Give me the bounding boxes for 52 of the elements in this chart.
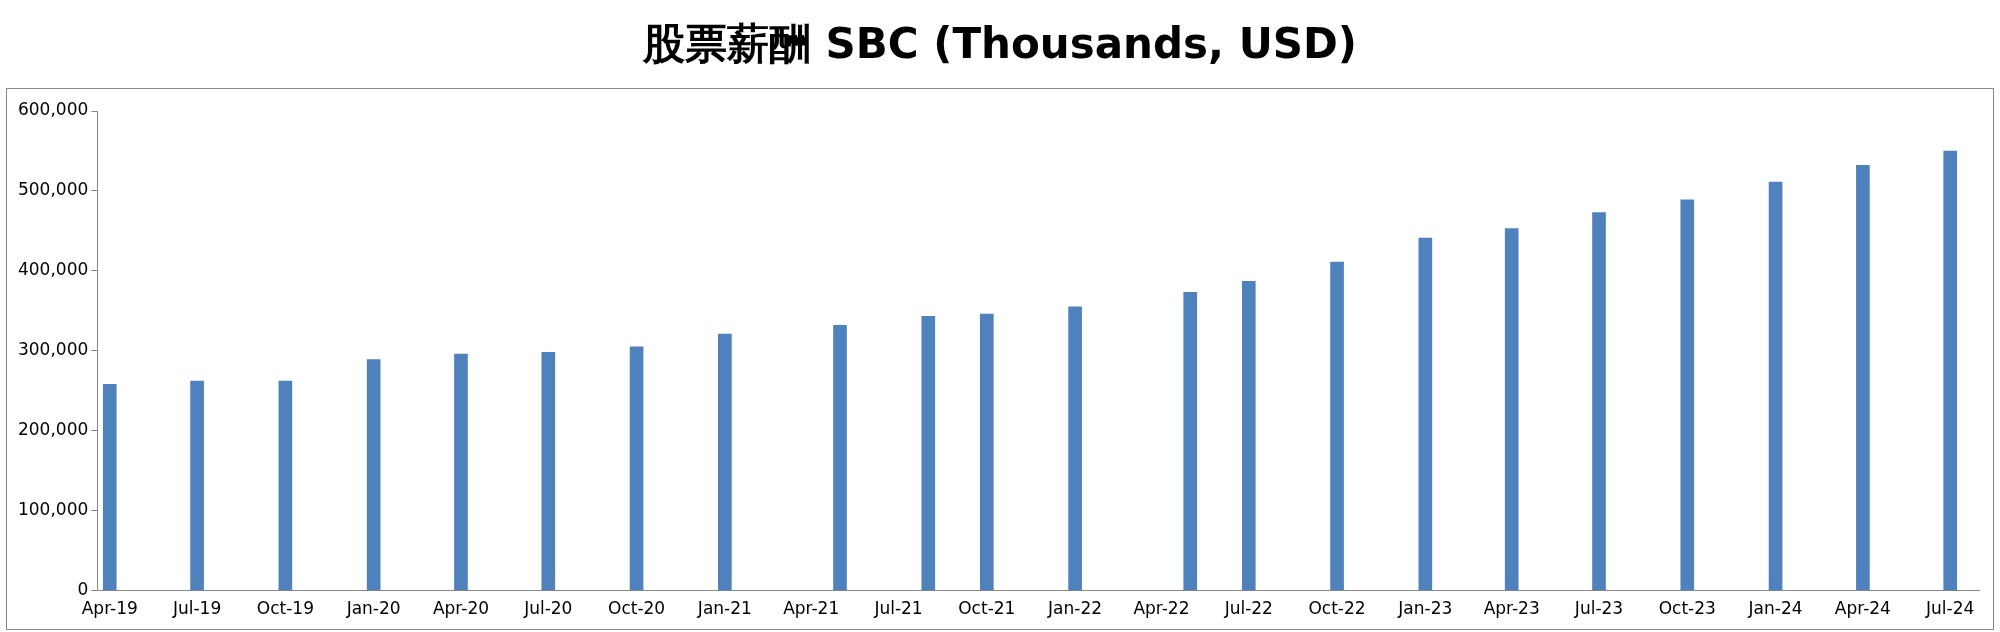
x-tick-label: Oct-19 [256,598,314,619]
bar [1504,228,1519,591]
bar [366,359,381,591]
bar [1943,150,1958,591]
x-tick-label: Jan-20 [345,598,401,619]
x-tick-label: Apr-22 [1133,598,1190,619]
bar [718,333,732,591]
y-tick-label: 200,000 [17,419,89,440]
bar [1768,181,1783,591]
chart-title: 股票薪酬 SBC (Thousands, USD) [641,18,1359,70]
bar [102,384,117,591]
y-tick-label: 600,000 [17,99,89,120]
bar [1241,280,1256,591]
bar [454,353,468,591]
x-tick-label: Jul-21 [873,598,923,619]
x-tick-label: Apr-24 [1834,598,1891,619]
bar [1418,237,1433,591]
x-tick-label: Apr-23 [1483,598,1540,619]
bar [1068,306,1082,591]
bar [190,380,204,591]
y-tick-label: 300,000 [17,339,89,360]
y-tick-label: 400,000 [17,259,89,280]
x-tick-label: Jan-21 [696,598,752,619]
bar [541,352,556,591]
bar [979,313,994,591]
x-tick-label: Oct-23 [1658,598,1716,619]
bar [1183,292,1198,591]
y-tick-label: 100,000 [17,499,89,520]
x-tick-label: Apr-21 [783,598,840,619]
x-tick-label: Oct-20 [607,598,666,619]
bar [1592,212,1606,591]
bar [1856,165,1870,591]
bar [278,380,293,591]
x-tick-label: Jul-19 [171,598,222,619]
x-tick-label: Jul-20 [523,598,573,619]
x-tick-label: Jul-23 [1573,598,1624,619]
bar [629,346,644,591]
x-tick-label: Apr-19 [81,598,138,619]
x-tick-label: Jan-22 [1047,598,1103,619]
x-tick-label: Jan-24 [1747,598,1803,619]
bar [1330,261,1344,591]
x-tick-label: Oct-22 [1308,598,1366,619]
bar [1680,199,1695,591]
bar [833,324,847,591]
x-tick-label: Jan-23 [1397,598,1453,619]
y-tick-label: 500,000 [17,179,89,200]
x-tick-label: Jul-22 [1223,598,1273,619]
x-tick-label: Apr-20 [432,598,490,619]
bar [921,316,936,591]
y-tick-label: 0 [77,579,89,600]
x-tick-label: Jul-24 [1925,598,1975,619]
x-tick-label: Oct-21 [958,598,1016,619]
